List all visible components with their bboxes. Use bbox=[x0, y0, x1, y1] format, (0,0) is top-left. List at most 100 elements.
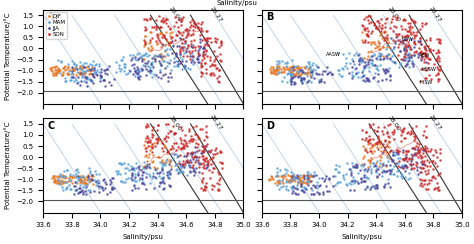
Point bbox=[305, 62, 312, 66]
Point bbox=[392, 18, 400, 21]
Point bbox=[96, 184, 104, 188]
Point bbox=[370, 142, 378, 146]
Point bbox=[335, 72, 343, 76]
Point bbox=[421, 148, 429, 152]
Point bbox=[422, 76, 430, 80]
Point bbox=[186, 57, 193, 61]
Point bbox=[216, 150, 223, 154]
Point bbox=[361, 40, 369, 44]
Point bbox=[420, 57, 428, 61]
Point bbox=[392, 150, 400, 154]
Point bbox=[309, 188, 316, 192]
Point bbox=[200, 46, 207, 50]
Point bbox=[184, 151, 192, 155]
Point bbox=[191, 161, 199, 164]
Point bbox=[294, 66, 301, 70]
Point bbox=[187, 165, 194, 169]
Point bbox=[194, 54, 201, 58]
Point bbox=[383, 155, 391, 159]
Point bbox=[351, 164, 359, 168]
Point bbox=[387, 73, 394, 77]
Point bbox=[191, 48, 198, 51]
Point bbox=[201, 56, 208, 60]
Point bbox=[207, 163, 215, 166]
Point bbox=[131, 74, 139, 78]
Point bbox=[88, 67, 95, 71]
Point bbox=[207, 40, 214, 44]
Point bbox=[120, 66, 128, 70]
Point bbox=[416, 151, 423, 154]
Point bbox=[160, 19, 167, 22]
Point bbox=[422, 154, 429, 158]
Point bbox=[69, 75, 76, 79]
Point bbox=[199, 20, 206, 24]
Point bbox=[152, 167, 159, 171]
Point bbox=[401, 55, 409, 59]
Point bbox=[285, 67, 292, 71]
Point bbox=[361, 28, 369, 32]
Point bbox=[199, 180, 206, 184]
Point bbox=[287, 72, 295, 76]
Point bbox=[298, 183, 305, 187]
Point bbox=[274, 174, 282, 178]
Point bbox=[59, 66, 67, 70]
Point bbox=[304, 79, 311, 83]
Point bbox=[424, 187, 431, 191]
Point bbox=[55, 177, 62, 181]
Point bbox=[414, 39, 422, 43]
Point bbox=[288, 177, 295, 181]
Point bbox=[320, 80, 328, 84]
Point bbox=[410, 53, 418, 57]
Point bbox=[203, 163, 211, 167]
Point bbox=[379, 57, 387, 61]
Point bbox=[140, 164, 148, 168]
Point bbox=[189, 166, 197, 170]
Point bbox=[380, 169, 388, 173]
Point bbox=[158, 163, 166, 166]
Point bbox=[329, 174, 337, 178]
Point bbox=[101, 186, 109, 190]
Point bbox=[72, 63, 80, 67]
Point bbox=[91, 66, 98, 70]
Point bbox=[167, 40, 175, 44]
Point bbox=[55, 180, 63, 184]
Point bbox=[414, 52, 422, 56]
Point bbox=[148, 60, 156, 64]
Point bbox=[189, 54, 196, 58]
Point bbox=[373, 166, 381, 170]
Point bbox=[156, 41, 164, 44]
Point bbox=[298, 68, 305, 72]
Point bbox=[291, 81, 298, 84]
Point bbox=[419, 184, 426, 188]
Point bbox=[420, 159, 428, 163]
Point bbox=[141, 34, 149, 38]
Point bbox=[107, 83, 115, 87]
Point bbox=[364, 139, 372, 143]
Point bbox=[401, 175, 409, 179]
Point bbox=[373, 45, 380, 49]
Point bbox=[311, 185, 319, 189]
Point bbox=[173, 62, 181, 66]
Point bbox=[90, 69, 97, 72]
Point bbox=[163, 60, 171, 64]
Point bbox=[300, 71, 308, 75]
Point bbox=[78, 179, 86, 183]
Point bbox=[386, 149, 394, 152]
Point bbox=[411, 147, 419, 151]
Point bbox=[134, 165, 141, 169]
Point bbox=[434, 80, 442, 83]
Point bbox=[432, 73, 439, 77]
Point bbox=[408, 162, 415, 166]
Point bbox=[203, 42, 211, 46]
Point bbox=[318, 72, 326, 76]
Point bbox=[193, 155, 201, 159]
Point bbox=[383, 67, 390, 71]
Point bbox=[374, 183, 381, 187]
Point bbox=[309, 183, 317, 187]
Text: HISW: HISW bbox=[419, 80, 432, 85]
Point bbox=[193, 145, 201, 149]
Point bbox=[358, 30, 366, 34]
Point bbox=[94, 181, 101, 185]
Point bbox=[182, 139, 189, 143]
Point bbox=[82, 178, 89, 182]
